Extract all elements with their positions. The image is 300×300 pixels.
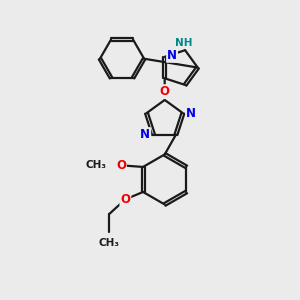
Text: CH₃: CH₃	[99, 238, 120, 248]
Text: CH₃: CH₃	[85, 160, 106, 170]
Text: N: N	[186, 107, 196, 120]
Text: O: O	[160, 85, 170, 98]
Text: N: N	[140, 128, 150, 141]
Text: NH: NH	[175, 38, 192, 48]
Text: O: O	[120, 193, 130, 206]
Text: O: O	[116, 159, 126, 172]
Text: N: N	[167, 49, 177, 62]
